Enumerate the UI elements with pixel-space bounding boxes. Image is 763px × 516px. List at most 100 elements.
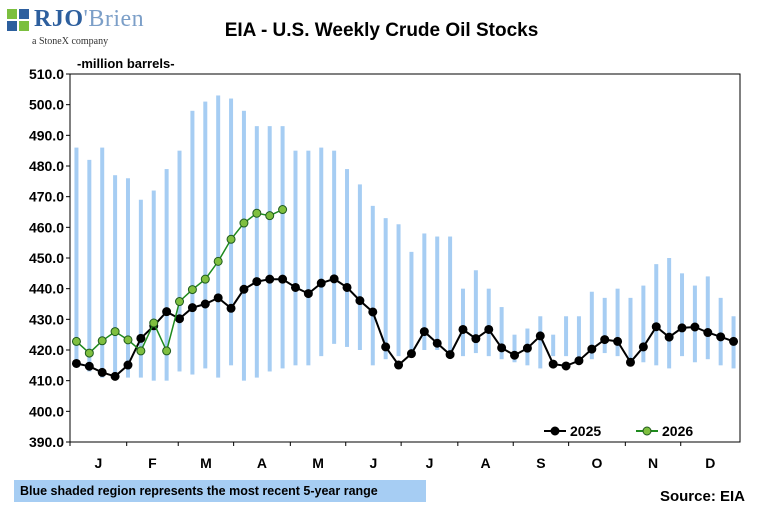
- range-bar: [254, 126, 259, 378]
- data-point-2025: [71, 358, 81, 368]
- range-bar: [357, 184, 362, 350]
- data-point-2026: [84, 348, 94, 358]
- data-point-2025: [548, 359, 558, 369]
- data-point-2025: [84, 361, 94, 371]
- data-point-2025: [484, 324, 494, 334]
- data-point-2025: [561, 361, 571, 371]
- data-point-2025: [355, 296, 365, 306]
- data-point-2025: [716, 332, 726, 342]
- range-bar: [280, 126, 285, 369]
- range-bar: [125, 178, 130, 378]
- data-point-2025: [445, 350, 455, 360]
- logo-wordmark: RJO'Brien: [34, 6, 144, 33]
- range-bar: [113, 175, 118, 375]
- data-point-2025: [265, 274, 275, 284]
- range-bar: [667, 258, 672, 369]
- data-point-2026: [200, 274, 210, 284]
- data-point-2025: [381, 342, 391, 352]
- data-point-2025: [123, 360, 133, 370]
- logo-wordmark-part2: 'Brien: [83, 6, 145, 32]
- y-tick-label: 500.0: [29, 97, 64, 113]
- data-point-2025: [303, 289, 313, 299]
- data-point-2026: [239, 218, 249, 228]
- data-point-2026: [97, 336, 107, 346]
- x-tick-label: F: [148, 455, 157, 471]
- range-bar: [190, 110, 195, 375]
- data-point-2025: [497, 343, 507, 353]
- data-point-2025: [664, 332, 674, 342]
- x-tick-label: M: [312, 455, 324, 471]
- range-bar: [164, 169, 169, 381]
- data-point-2026: [175, 297, 185, 307]
- legend-label: 2026: [662, 423, 693, 439]
- data-point-2025: [239, 284, 249, 294]
- range-bar: [718, 297, 723, 366]
- range-note: Blue shaded region represents the most r…: [14, 480, 426, 502]
- data-point-2025: [329, 274, 339, 284]
- data-point-2025: [110, 371, 120, 381]
- logo-tagline: a StoneX company: [32, 36, 109, 47]
- logo-mark-icon: [7, 9, 29, 31]
- data-point-2025: [226, 303, 236, 313]
- data-point-2025: [638, 342, 648, 352]
- range-bar: [705, 276, 710, 360]
- range-bar: [680, 273, 685, 357]
- data-point-2026: [162, 346, 172, 356]
- range-bar: [383, 218, 388, 360]
- y-tick-label: 390.0: [29, 434, 64, 450]
- range-bar: [216, 95, 221, 378]
- series-line-2025: [76, 277, 734, 378]
- x-tick-label: S: [536, 455, 545, 471]
- y-tick-label: 490.0: [29, 127, 64, 143]
- y-axis-units-label: -million barrels-: [77, 56, 175, 71]
- data-point-2025: [458, 324, 468, 334]
- range-bar: [87, 159, 92, 372]
- x-tick-label: J: [370, 455, 378, 471]
- x-tick-label: N: [648, 455, 658, 471]
- range-bar: [654, 264, 659, 366]
- data-point-2025: [510, 350, 520, 360]
- range-bar: [203, 101, 208, 369]
- range-bar: [576, 316, 581, 360]
- data-point-2025: [175, 314, 185, 324]
- data-point-2026: [71, 336, 81, 346]
- range-bar: [151, 190, 156, 381]
- data-point-2025: [613, 336, 623, 346]
- y-tick-label: 420.0: [29, 342, 64, 358]
- legend-label: 2025: [570, 423, 601, 439]
- range-bar: [538, 316, 543, 369]
- legend-swatch-marker: [550, 426, 560, 436]
- range-bar: [370, 205, 375, 366]
- range-bar: [177, 150, 182, 372]
- range-bar: [486, 288, 491, 357]
- data-point-2025: [97, 367, 107, 377]
- range-bar: [74, 147, 79, 363]
- range-bar: [473, 270, 478, 354]
- data-point-2025: [574, 356, 584, 366]
- range-bar: [448, 236, 453, 354]
- chart-title: EIA - U.S. Weekly Crude Oil Stocks: [224, 20, 539, 41]
- y-tick-label: 430.0: [29, 311, 64, 327]
- range-bar: [641, 285, 646, 363]
- plot-frame: [69, 73, 741, 443]
- x-tick-label: M: [200, 455, 212, 471]
- company-logo: RJO'Brien a StoneX company: [6, 6, 144, 50]
- data-point-2025: [587, 344, 597, 354]
- range-bar: [100, 147, 105, 378]
- data-point-2025: [677, 323, 687, 333]
- range-bar: [293, 150, 298, 366]
- data-point-2025: [729, 336, 739, 346]
- range-bar: [435, 236, 440, 350]
- data-point-2025: [213, 293, 223, 303]
- range-bar: [615, 288, 620, 357]
- x-tick-label: A: [480, 455, 490, 471]
- range-bar: [267, 126, 272, 372]
- data-point-2026: [213, 256, 223, 266]
- y-tick-label: 510.0: [29, 66, 64, 82]
- range-bar: [241, 110, 246, 381]
- data-point-2026: [278, 205, 288, 215]
- data-point-2025: [522, 343, 532, 353]
- range-bar: [564, 316, 569, 357]
- y-tick-label: 480.0: [29, 158, 64, 174]
